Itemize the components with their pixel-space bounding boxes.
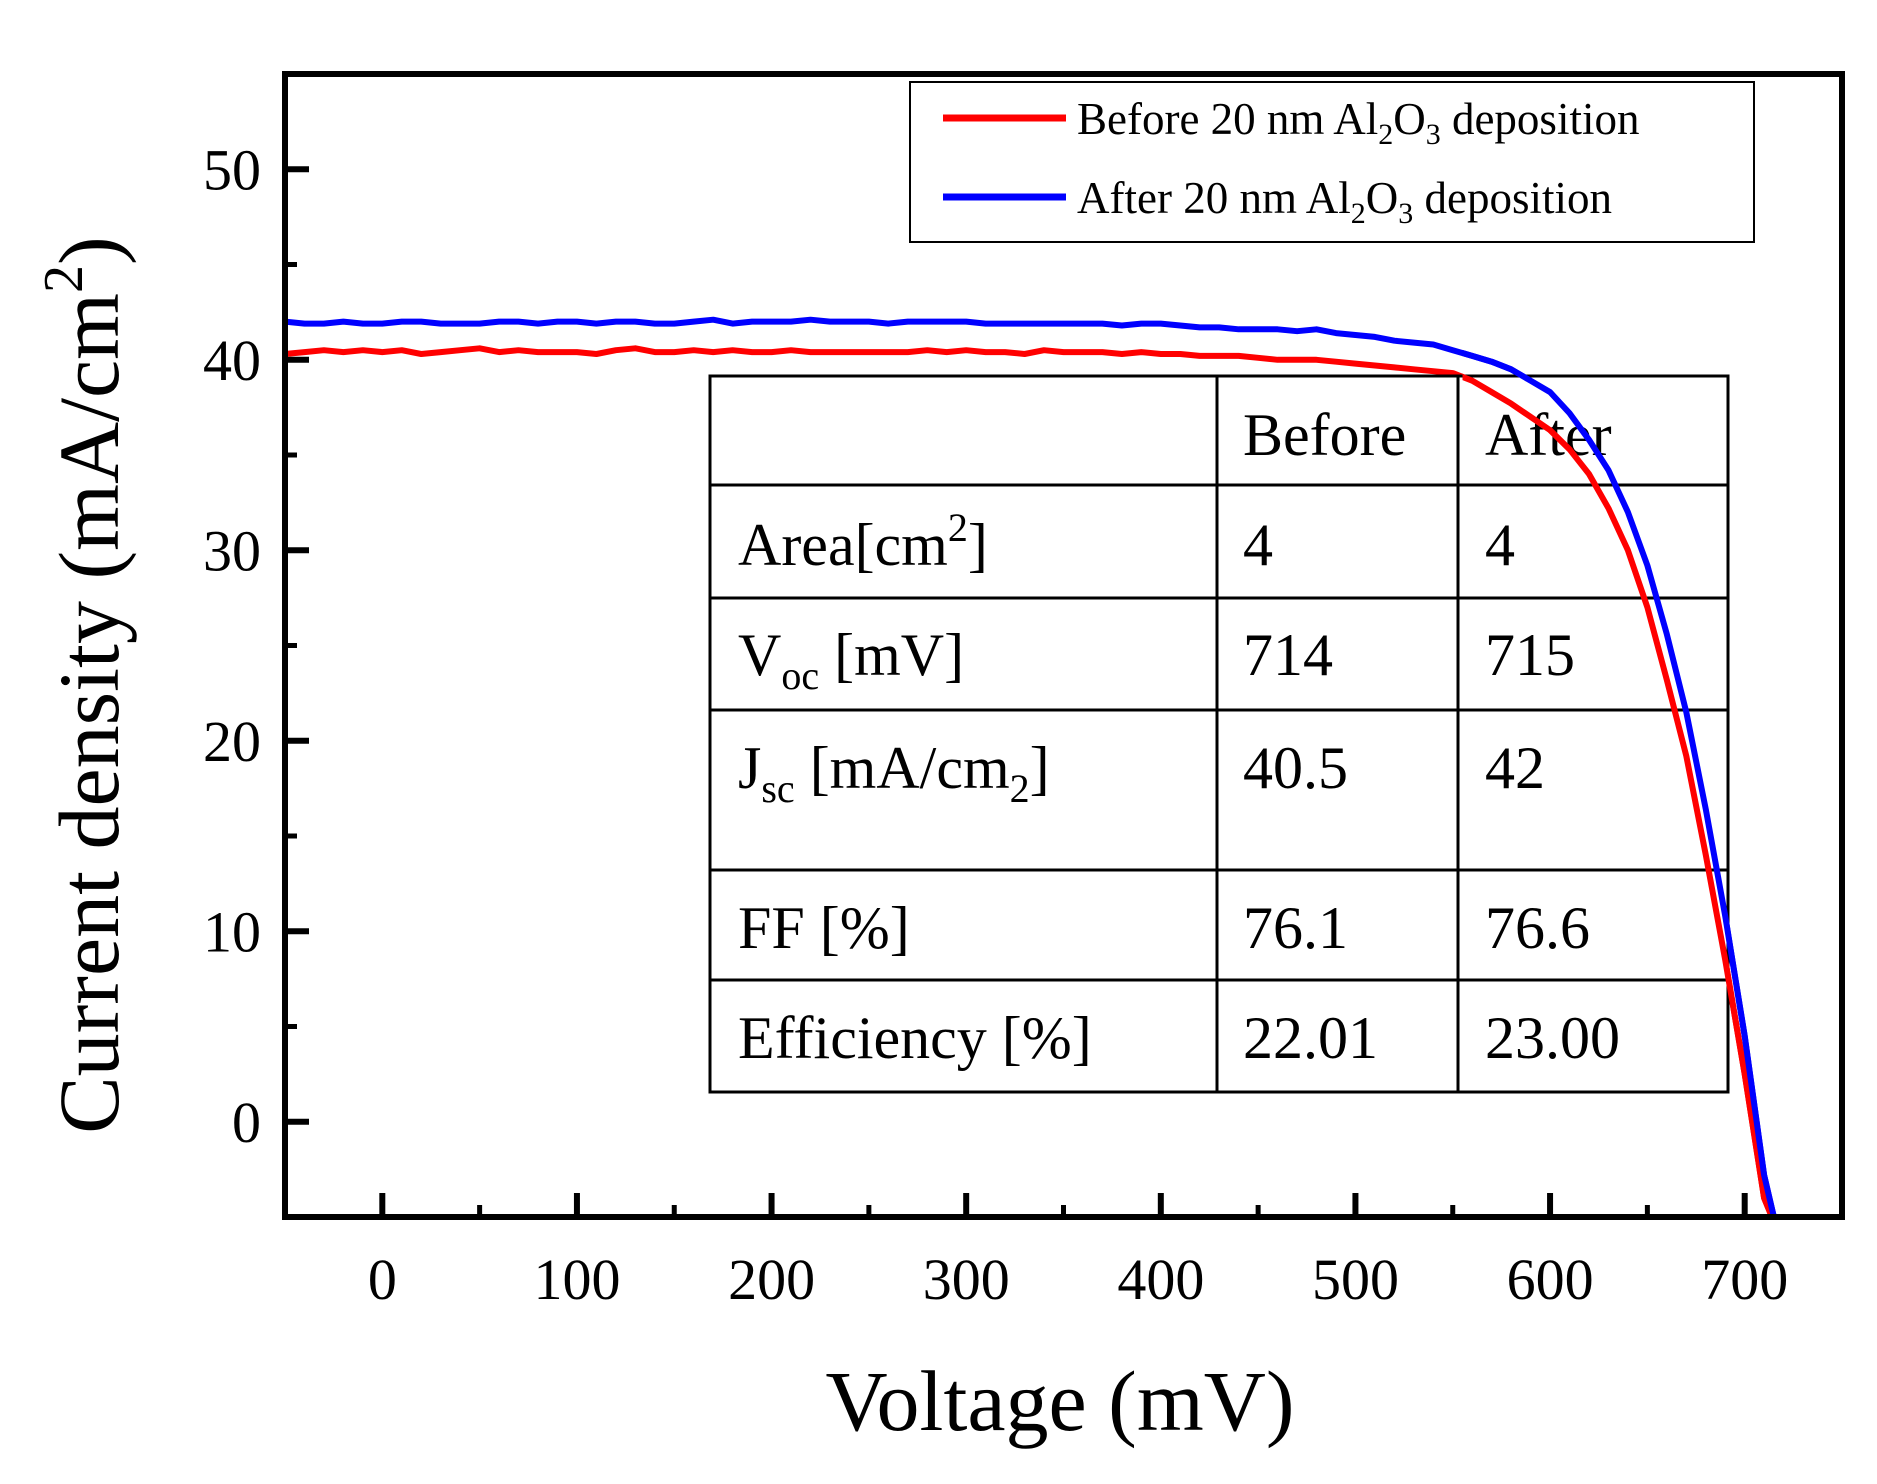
table-param-jsc: Jsc [mA/cm2] [738,735,1050,811]
table-cell-ff-before: 76.1 [1243,895,1348,961]
table-cell-jsc-before: 40.5 [1243,735,1348,801]
x-tick-label-700: 700 [1701,1247,1788,1312]
y-axis-title-sup: 2 [33,265,95,293]
table-param-voc: Voc [mV] [738,622,964,698]
x-axis-title: Voltage (mV) [826,1353,1295,1449]
x-tick-label-200: 200 [728,1247,815,1312]
table-param-efficiency: Efficiency [%] [738,1005,1092,1071]
y-tick-label-20: 20 [203,709,261,774]
x-tick-label-500: 500 [1312,1247,1399,1312]
y-tick-label-0: 0 [232,1090,261,1155]
y-tick-label-40: 40 [203,328,261,393]
x-tick-label-300: 300 [923,1247,1010,1312]
table-cell-jsc-after: 42 [1485,735,1545,801]
y-tick-label-50: 50 [203,137,261,202]
inset-table: Before After Area[cm2] 4 4 Voc [mV] 714 … [708,374,1730,1094]
table-border [708,374,1730,1094]
legend-box [909,81,1755,243]
table-param-area: Area[cm2] [738,505,988,578]
curves-over-table [1462,349,1784,1217]
ticks-layer: 0 100 200 300 400 500 600 700 0 10 20 30 40 50 [203,71,1845,1312]
series-line-after-over-table [1462,349,1784,1217]
table-cell-voc-after: 715 [1485,622,1575,688]
table-cell-efficiency-after: 23.00 [1485,1005,1620,1071]
table-cell-ff-after: 76.6 [1485,895,1590,961]
y-axis-title-tail: ) [41,236,137,265]
legend: Before 20 nm Al2O3 deposition After 20 n… [909,81,1755,243]
x-tick-label-600: 600 [1507,1247,1594,1312]
legend-label-after: After 20 nm Al2O3 deposition [1077,173,1612,230]
y-tick-label-30: 30 [203,518,261,583]
y-axis-title: Current density (mA/cm2) [33,236,137,1133]
table-cell-area-before: 4 [1243,512,1273,578]
table-cell-area-after: 4 [1485,512,1515,578]
y-axis-title-base: Current density (mA/cm [41,293,137,1134]
x-tick-label-100: 100 [533,1247,620,1312]
table-header-before: Before [1243,402,1406,468]
x-tick-label-400: 400 [1117,1247,1204,1312]
legend-label-before: Before 20 nm Al2O3 deposition [1077,94,1639,151]
plot-frame [282,71,1845,1220]
x-tick-label-0: 0 [368,1247,397,1312]
y-tick-label-10: 10 [203,899,261,964]
series-line-before-over-table [1462,373,1784,1217]
table-header-after: After [1485,402,1612,468]
table-cell-voc-before: 714 [1243,622,1333,688]
table-cell-efficiency-before: 22.01 [1243,1005,1378,1071]
table-param-ff: FF [%] [738,895,910,961]
